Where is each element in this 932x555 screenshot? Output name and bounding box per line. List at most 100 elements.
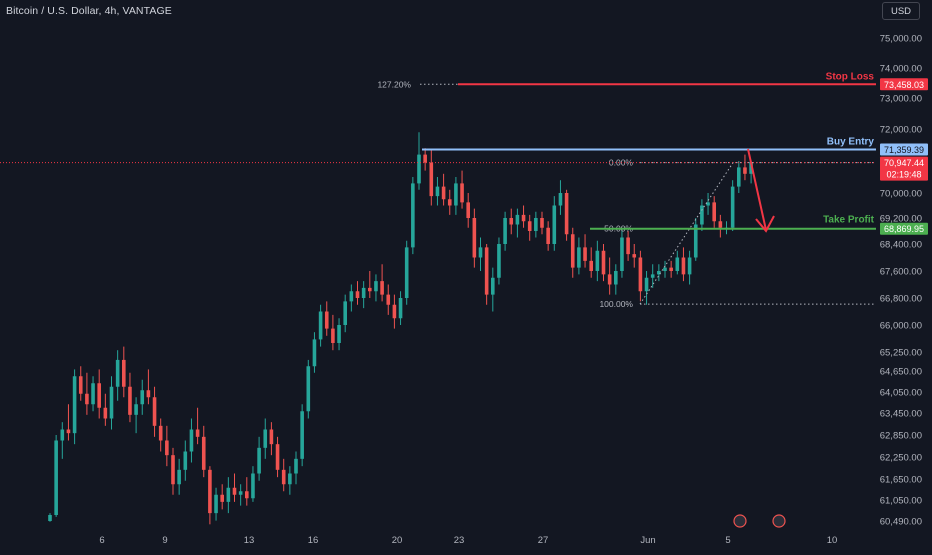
candle-body	[115, 359, 120, 387]
stop-loss-annotation: Stop Loss	[826, 71, 875, 82]
candle-body	[693, 224, 698, 258]
candle-body	[294, 458, 298, 474]
y-axis-tick-label: 75,000.00	[880, 34, 922, 45]
candle-body	[601, 250, 606, 275]
y-axis-tick-label: 68,400.00	[880, 240, 922, 251]
candle-body	[78, 376, 83, 394]
candle-body	[466, 202, 470, 218]
candle-body	[275, 444, 280, 470]
candle-body	[534, 218, 538, 231]
candle-body	[546, 227, 550, 244]
candle-body	[423, 154, 427, 163]
candle-body	[165, 440, 169, 456]
y-axis-tick-label: 65,250.00	[880, 348, 922, 359]
candle-body	[152, 397, 157, 426]
candle-body	[208, 469, 212, 514]
candle-body	[478, 247, 483, 258]
y-axis-tick-label: 63,450.00	[880, 409, 922, 420]
candle-body	[435, 186, 440, 197]
candle-body	[245, 491, 249, 499]
candle-body	[620, 237, 624, 271]
candle-body	[521, 214, 526, 222]
candle-body	[60, 429, 65, 441]
candle-body	[238, 491, 243, 495]
candle-body	[583, 247, 587, 261]
fib-level-label: 127.20%	[377, 79, 411, 89]
candle-body	[595, 250, 600, 271]
take-profit-price-tag	[880, 222, 928, 235]
candle-body	[447, 199, 452, 206]
x-axis-tick-label: 16	[308, 535, 319, 546]
y-axis-tick-label: 64,650.00	[880, 367, 922, 378]
candle-body	[263, 429, 268, 448]
candle-body	[300, 411, 304, 459]
candle-body	[183, 451, 188, 470]
candle-body	[515, 214, 520, 225]
candle-body	[201, 436, 206, 470]
fib-trendline	[639, 162, 734, 305]
candle-body	[743, 167, 747, 174]
candle-body	[269, 429, 274, 445]
event-flag-icon	[733, 514, 747, 528]
candle-body	[97, 383, 101, 408]
x-axis-tick-label: 9	[162, 535, 167, 546]
candle-body	[626, 237, 630, 255]
candle-body	[589, 260, 593, 271]
y-axis-tick-label: 62,850.00	[880, 431, 922, 442]
candle-body	[669, 267, 673, 271]
candle-body	[398, 298, 403, 319]
take-profit-annotation: Take Profit	[823, 215, 875, 226]
candle-body	[411, 183, 415, 248]
candle-body	[48, 515, 52, 521]
candle-body	[657, 271, 661, 275]
candle-body	[564, 193, 569, 235]
candle-body	[558, 193, 563, 206]
candle-body	[318, 311, 323, 340]
candle-body	[66, 429, 71, 434]
candle-body	[687, 257, 692, 275]
fib-level-label: 100.00%	[599, 299, 633, 309]
stop-loss-price-label: 73,458.03	[884, 80, 924, 90]
candle-body	[749, 162, 753, 174]
candle-body	[454, 183, 458, 206]
candle-body	[577, 247, 581, 268]
candle-body	[404, 247, 409, 298]
candle-body	[189, 429, 194, 452]
y-axis-tick-label: 69,200.00	[880, 214, 922, 225]
candle-body	[343, 301, 347, 325]
currency-button[interactable]: USD	[882, 2, 920, 20]
y-axis-tick-label: 61,050.00	[880, 496, 922, 507]
candle-body	[177, 469, 181, 485]
candle-body	[226, 487, 231, 502]
candle-body	[509, 218, 514, 225]
candle-body	[380, 281, 384, 295]
candle-body	[429, 162, 434, 197]
symbol-title: Bitcoin / U.S. Dollar, 4h, VANTAGE	[6, 5, 172, 17]
x-axis-tick-label: 20	[392, 535, 403, 546]
candle-body	[472, 218, 477, 258]
candle-body	[146, 390, 151, 398]
candle-body	[355, 291, 360, 298]
candle-body	[386, 294, 391, 305]
y-axis-tick-label: 66,000.00	[880, 321, 922, 332]
candle-body	[306, 366, 311, 412]
candle-body	[85, 393, 89, 405]
candle-body	[195, 429, 200, 437]
current-price-price-label: 70,947.44	[884, 158, 924, 168]
candle-body	[361, 287, 366, 298]
stop-loss-price-tag	[880, 78, 928, 91]
y-axis-tick-label: 67,600.00	[880, 267, 922, 278]
candle-body	[251, 473, 255, 499]
candle-body	[614, 271, 618, 285]
candle-body	[140, 390, 145, 405]
candle-body	[232, 487, 237, 495]
x-axis-tick-label: 13	[244, 535, 255, 546]
candle-body	[718, 221, 723, 228]
bar-countdown-label: 02:19:48	[886, 170, 921, 180]
x-axis-tick-label: 6	[99, 535, 104, 546]
y-axis-tick-label: 73,000.00	[880, 94, 922, 105]
y-axis-tick-label: 60,490.00	[880, 517, 922, 528]
candle-body	[288, 473, 292, 485]
